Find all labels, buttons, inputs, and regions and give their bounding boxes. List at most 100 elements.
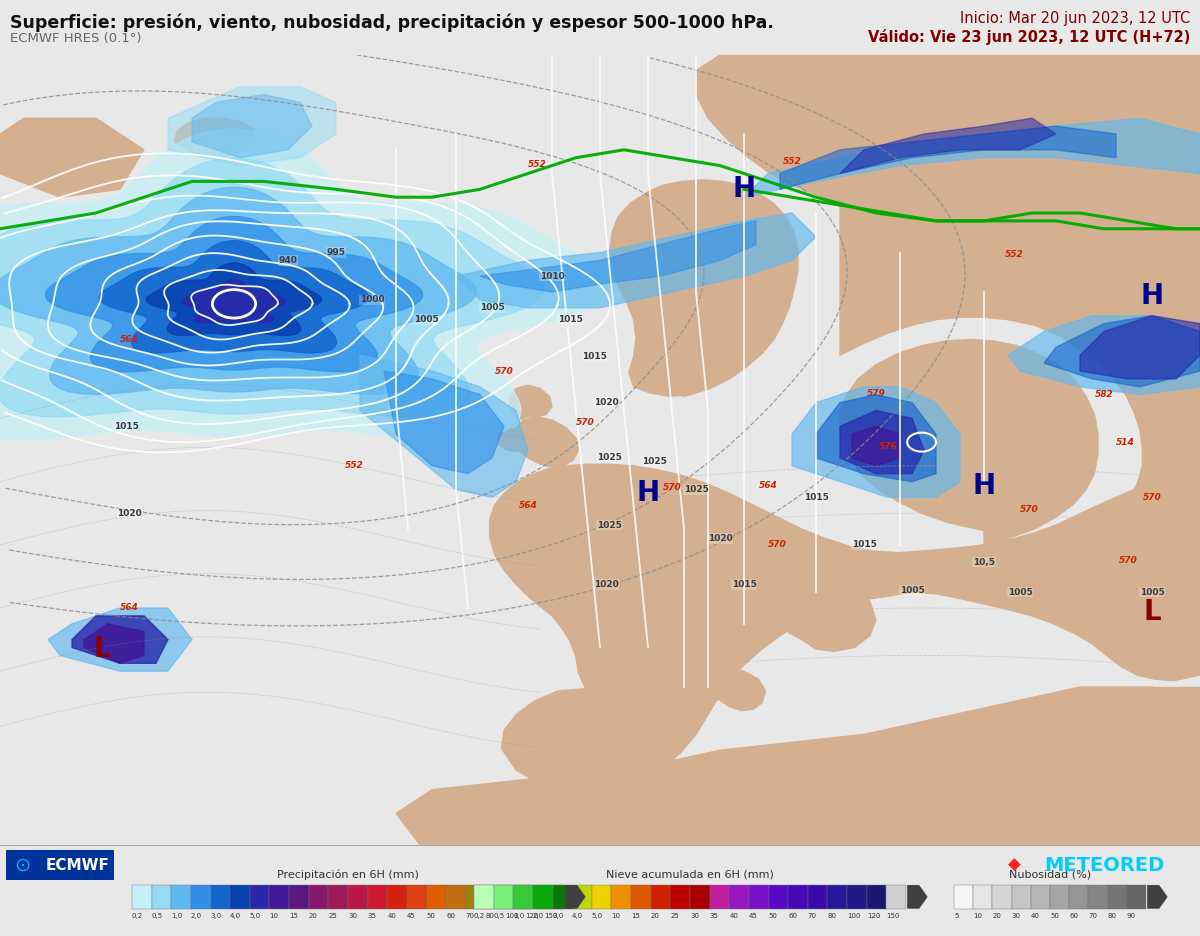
Bar bbox=[348, 885, 367, 909]
Polygon shape bbox=[384, 371, 504, 474]
Polygon shape bbox=[168, 87, 336, 166]
Text: METEORED: METEORED bbox=[1044, 856, 1164, 874]
Bar bbox=[308, 885, 329, 909]
Text: 1025: 1025 bbox=[642, 458, 666, 466]
Text: 1025: 1025 bbox=[598, 520, 622, 530]
Text: 40: 40 bbox=[1031, 914, 1039, 919]
Bar bbox=[1108, 885, 1127, 909]
Polygon shape bbox=[840, 118, 1056, 173]
Text: 60: 60 bbox=[446, 914, 455, 919]
Text: 564: 564 bbox=[758, 481, 778, 490]
Polygon shape bbox=[840, 411, 924, 474]
Polygon shape bbox=[816, 395, 936, 482]
Bar bbox=[426, 885, 446, 909]
Text: 100: 100 bbox=[847, 914, 860, 919]
Text: 80: 80 bbox=[828, 914, 836, 919]
Bar bbox=[954, 885, 973, 909]
Polygon shape bbox=[396, 687, 1200, 845]
Text: 570: 570 bbox=[576, 417, 595, 427]
Text: 35: 35 bbox=[367, 914, 377, 919]
Text: 3,0: 3,0 bbox=[210, 914, 222, 919]
Text: 2,0: 2,0 bbox=[533, 914, 544, 919]
Bar bbox=[768, 885, 788, 909]
Bar bbox=[486, 885, 505, 909]
Text: Válido: Vie 23 jun 2023, 12 UTC (H+72): Válido: Vie 23 jun 2023, 12 UTC (H+72) bbox=[868, 29, 1190, 45]
Text: 80: 80 bbox=[1108, 914, 1117, 919]
Polygon shape bbox=[852, 426, 900, 466]
Text: 1015: 1015 bbox=[804, 493, 828, 502]
Text: 0,2: 0,2 bbox=[132, 914, 143, 919]
Bar bbox=[828, 885, 847, 909]
Bar bbox=[973, 885, 992, 909]
Bar bbox=[1069, 885, 1088, 909]
Polygon shape bbox=[0, 118, 144, 197]
Text: 20: 20 bbox=[308, 914, 318, 919]
Text: 1020: 1020 bbox=[708, 534, 732, 543]
Bar bbox=[847, 885, 866, 909]
Polygon shape bbox=[840, 340, 1098, 547]
Text: 4,0: 4,0 bbox=[572, 914, 583, 919]
Text: 1015: 1015 bbox=[558, 315, 582, 324]
Text: 70: 70 bbox=[1088, 914, 1098, 919]
Polygon shape bbox=[360, 355, 528, 497]
Text: 1005: 1005 bbox=[1008, 588, 1032, 597]
Polygon shape bbox=[174, 118, 254, 156]
Polygon shape bbox=[662, 373, 698, 396]
Bar bbox=[446, 885, 466, 909]
Text: 20: 20 bbox=[992, 914, 1001, 919]
Text: 25: 25 bbox=[329, 914, 337, 919]
Text: ECMWF HRES (0.1°): ECMWF HRES (0.1°) bbox=[10, 32, 142, 45]
Text: 35: 35 bbox=[709, 914, 719, 919]
Text: 40: 40 bbox=[388, 914, 396, 919]
Text: 25: 25 bbox=[671, 914, 679, 919]
Polygon shape bbox=[182, 280, 286, 323]
Text: 1,0: 1,0 bbox=[514, 914, 524, 919]
Polygon shape bbox=[502, 689, 674, 788]
Polygon shape bbox=[708, 667, 766, 710]
Polygon shape bbox=[696, 55, 1200, 529]
Text: 50: 50 bbox=[768, 914, 778, 919]
Text: 1020: 1020 bbox=[118, 508, 142, 518]
Text: 940: 940 bbox=[278, 256, 298, 265]
Bar bbox=[1088, 885, 1108, 909]
Text: 30: 30 bbox=[348, 914, 358, 919]
Bar bbox=[289, 885, 308, 909]
Bar bbox=[533, 885, 552, 909]
Text: ◆: ◆ bbox=[1008, 856, 1021, 874]
Text: 582: 582 bbox=[1094, 390, 1114, 399]
Polygon shape bbox=[192, 95, 312, 157]
Bar bbox=[1031, 885, 1050, 909]
Text: 45: 45 bbox=[749, 914, 757, 919]
Polygon shape bbox=[509, 386, 552, 420]
Bar bbox=[749, 885, 768, 909]
Polygon shape bbox=[72, 616, 168, 664]
Text: L: L bbox=[1144, 598, 1160, 626]
Text: 30: 30 bbox=[690, 914, 698, 919]
Text: Precipitación en 6H (mm): Precipitación en 6H (mm) bbox=[277, 870, 419, 880]
Bar bbox=[524, 885, 545, 909]
Bar bbox=[730, 885, 749, 909]
Text: 570: 570 bbox=[494, 367, 514, 375]
Polygon shape bbox=[1080, 315, 1200, 379]
Bar bbox=[132, 885, 151, 909]
Text: 3,0: 3,0 bbox=[552, 914, 564, 919]
Text: 552: 552 bbox=[782, 157, 802, 167]
Bar bbox=[592, 885, 612, 909]
Text: 1025: 1025 bbox=[598, 453, 622, 462]
Bar bbox=[545, 885, 564, 909]
Text: 1015: 1015 bbox=[732, 579, 756, 589]
Text: 5: 5 bbox=[954, 914, 959, 919]
Text: 30: 30 bbox=[1012, 914, 1021, 919]
Text: 1010: 1010 bbox=[540, 271, 564, 281]
Text: 0,2: 0,2 bbox=[474, 914, 485, 919]
Text: 45: 45 bbox=[407, 914, 415, 919]
Bar bbox=[1012, 885, 1031, 909]
Text: 90: 90 bbox=[1127, 914, 1136, 919]
Polygon shape bbox=[0, 187, 476, 394]
Bar bbox=[650, 885, 671, 909]
Bar bbox=[270, 885, 289, 909]
Polygon shape bbox=[774, 570, 876, 651]
Polygon shape bbox=[100, 241, 368, 353]
Text: 570: 570 bbox=[1020, 505, 1039, 514]
Text: 995: 995 bbox=[326, 248, 346, 257]
